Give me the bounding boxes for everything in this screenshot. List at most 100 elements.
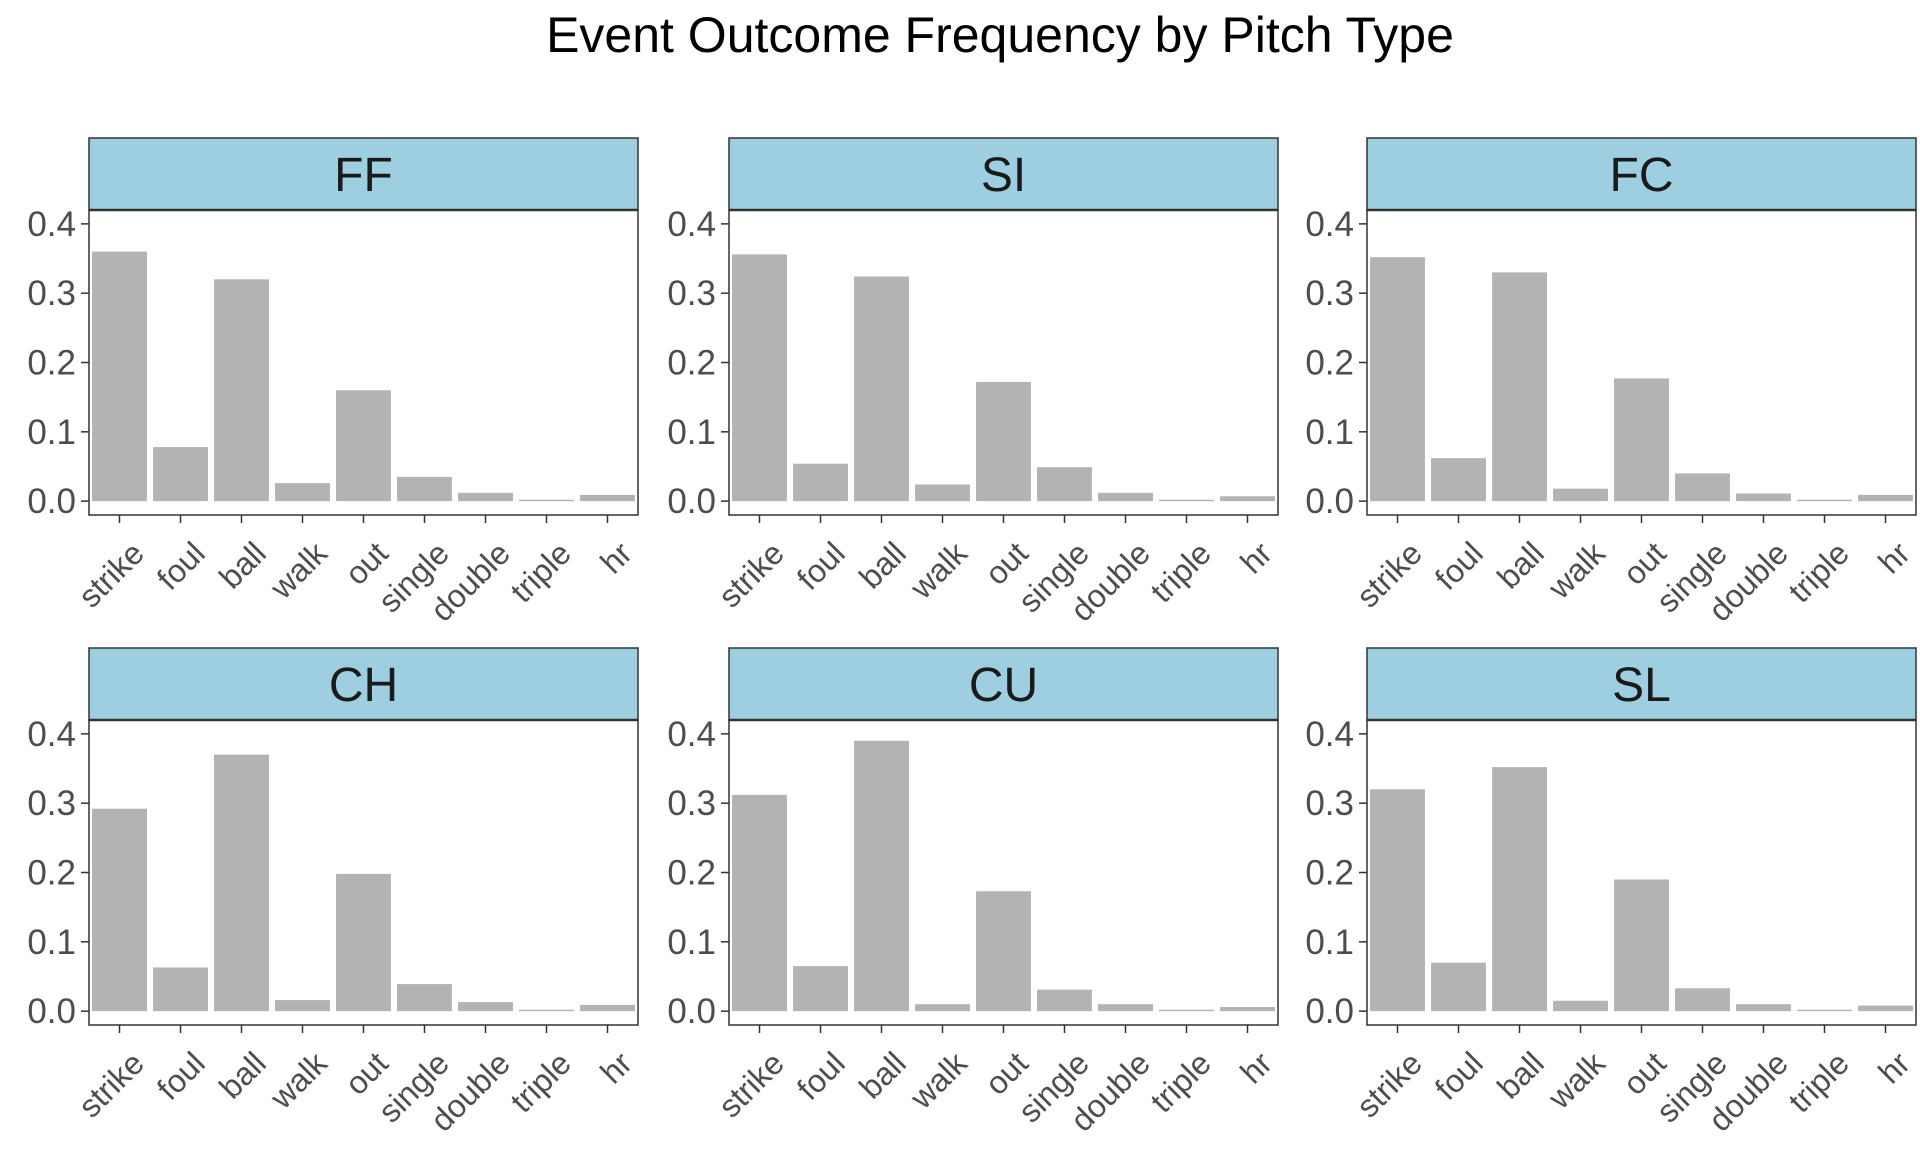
x-tick-label-cu-triple: triple <box>1143 1045 1218 1120</box>
x-tick-label-fc-walk: walk <box>1540 534 1612 606</box>
bar-cu-single <box>1037 989 1092 1012</box>
x-tick-label-sl-walk: walk <box>1540 1044 1612 1116</box>
y-tick-label-cu: 0.0 <box>667 992 716 1031</box>
y-tick-label-cu: 0.2 <box>667 854 716 893</box>
x-tick-label-cu-walk: walk <box>902 1044 974 1116</box>
chart-title: Event Outcome Frequency by Pitch Type <box>546 7 1454 63</box>
x-tick-label-si-hr: hr <box>1233 535 1279 581</box>
facet-strip-fc <box>1366 137 1917 211</box>
x-tick-label-ch-strike: strike <box>71 1045 151 1125</box>
bar-fc-walk <box>1553 488 1608 502</box>
x-tick-label-sl-hr: hr <box>1871 1045 1917 1091</box>
facet-label-cu: CU <box>969 659 1038 712</box>
y-tick-label-sl: 0.0 <box>1305 992 1354 1031</box>
y-tick-label-si: 0.4 <box>667 205 716 244</box>
y-tick-label-ch: 0.2 <box>27 854 76 893</box>
y-tick-label-ff: 0.3 <box>27 274 76 313</box>
bar-ch-single <box>397 984 452 1012</box>
bar-si-strike <box>732 254 787 502</box>
facet-label-si: SI <box>981 149 1026 202</box>
bar-fc-single <box>1675 473 1730 502</box>
x-tick-label-sl-triple: triple <box>1781 1045 1856 1120</box>
bar-si-single <box>1037 467 1092 502</box>
bar-cu-double <box>1098 1004 1153 1012</box>
bar-ch-foul <box>153 967 208 1012</box>
y-tick-label-cu: 0.1 <box>667 923 716 962</box>
bar-cu-out <box>976 891 1031 1012</box>
bar-fc-ball <box>1492 272 1547 502</box>
x-tick-label-fc-strike: strike <box>1349 535 1429 615</box>
x-tick-label-cu-ball: ball <box>852 1045 913 1106</box>
y-tick-label-ff: 0.0 <box>27 482 76 521</box>
facet-strip-cu <box>728 647 1279 721</box>
bar-ff-walk <box>275 483 330 502</box>
facet-strip-ch <box>88 647 639 721</box>
y-tick-label-si: 0.0 <box>667 482 716 521</box>
bar-si-triple <box>1159 499 1214 502</box>
y-tick-label-fc: 0.4 <box>1305 205 1354 244</box>
facet-strip-sl <box>1366 647 1917 721</box>
y-tick-label-fc: 0.1 <box>1305 413 1354 452</box>
y-tick-label-ff: 0.1 <box>27 413 76 452</box>
bar-cu-hr <box>1220 1006 1275 1012</box>
x-tick-label-ff-triple: triple <box>503 535 578 610</box>
bar-cu-triple <box>1159 1009 1214 1012</box>
bar-sl-double <box>1736 1004 1791 1012</box>
x-tick-label-ff-foul: foul <box>150 535 212 597</box>
facet-label-sl: SL <box>1612 659 1671 712</box>
x-tick-label-ch-foul: foul <box>150 1045 212 1107</box>
x-tick-label-sl-foul: foul <box>1428 1045 1490 1107</box>
bar-sl-ball <box>1492 767 1547 1012</box>
bar-si-hr <box>1220 496 1275 502</box>
x-tick-label-ch-hr: hr <box>593 1045 639 1091</box>
bar-si-double <box>1098 492 1153 502</box>
bar-si-ball <box>854 276 909 502</box>
y-tick-label-fc: 0.2 <box>1305 344 1354 383</box>
facet-label-ff: FF <box>334 149 393 202</box>
y-tick-label-ch: 0.0 <box>27 992 76 1031</box>
bar-ch-ball <box>214 754 269 1012</box>
bar-cu-walk <box>915 1004 970 1012</box>
y-tick-label-si: 0.1 <box>667 413 716 452</box>
x-tick-label-ch-walk: walk <box>262 1044 334 1116</box>
facet-label-fc: FC <box>1610 149 1674 202</box>
x-tick-label-cu-foul: foul <box>790 1045 852 1107</box>
x-tick-label-si-ball: ball <box>852 535 913 596</box>
y-tick-label-ch: 0.4 <box>27 715 76 754</box>
y-tick-label-sl: 0.1 <box>1305 923 1354 962</box>
x-tick-label-ch-ball: ball <box>212 1045 273 1106</box>
y-tick-label-si: 0.3 <box>667 274 716 313</box>
bar-ff-triple <box>519 499 574 502</box>
x-tick-label-ff-strike: strike <box>71 535 151 615</box>
bar-ff-double <box>458 492 513 502</box>
bar-ff-ball <box>214 279 269 502</box>
bar-fc-out <box>1614 378 1669 502</box>
y-tick-label-ff: 0.4 <box>27 205 76 244</box>
bar-fc-hr <box>1858 494 1913 502</box>
bar-ch-out <box>336 873 391 1012</box>
bar-ch-strike <box>92 808 147 1012</box>
bar-cu-ball <box>854 740 909 1012</box>
bar-si-foul <box>793 463 848 502</box>
bar-sl-out <box>1614 879 1669 1012</box>
x-tick-label-sl-strike: strike <box>1349 1045 1429 1125</box>
facet-label-ch: CH <box>329 659 398 712</box>
bar-ff-out <box>336 390 391 502</box>
bar-sl-walk <box>1553 1000 1608 1012</box>
bar-cu-strike <box>732 794 787 1012</box>
y-tick-label-ch: 0.1 <box>27 923 76 962</box>
bar-fc-foul <box>1431 458 1486 502</box>
y-tick-label-sl: 0.4 <box>1305 715 1354 754</box>
bar-ff-hr <box>580 494 635 502</box>
x-tick-label-ff-ball: ball <box>212 535 273 596</box>
x-tick-label-fc-foul: foul <box>1428 535 1490 597</box>
bar-fc-double <box>1736 493 1791 502</box>
bar-fc-triple <box>1797 499 1852 502</box>
y-tick-label-fc: 0.0 <box>1305 482 1354 521</box>
bar-sl-strike <box>1370 789 1425 1012</box>
x-tick-label-cu-hr: hr <box>1233 1045 1279 1091</box>
bar-ch-walk <box>275 1000 330 1012</box>
bar-ff-single <box>397 476 452 502</box>
